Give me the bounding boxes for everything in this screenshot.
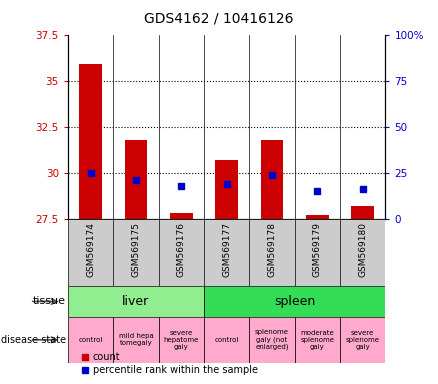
Text: GDS4162 / 10416126: GDS4162 / 10416126 — [144, 12, 294, 25]
Text: GSM569175: GSM569175 — [131, 222, 141, 277]
Text: severe
splenome
galy: severe splenome galy — [346, 330, 380, 350]
Text: severe
hepatome
galy: severe hepatome galy — [164, 330, 199, 350]
Text: moderate
splenome
galy: moderate splenome galy — [300, 330, 334, 350]
Bar — [204, 317, 249, 363]
Text: mild hepa
tomegaly: mild hepa tomegaly — [119, 333, 153, 346]
Bar — [68, 219, 385, 286]
Bar — [170, 214, 193, 219]
Bar — [340, 317, 385, 363]
Bar — [113, 317, 159, 363]
Bar — [215, 160, 238, 219]
Bar — [351, 206, 374, 219]
Bar — [124, 140, 147, 219]
Text: control: control — [215, 337, 239, 343]
Text: tissue: tissue — [33, 296, 66, 306]
Text: disease state: disease state — [0, 335, 66, 345]
Bar — [79, 64, 102, 219]
Text: GSM569178: GSM569178 — [268, 222, 276, 277]
Bar — [295, 317, 340, 363]
Text: GSM569176: GSM569176 — [177, 222, 186, 277]
Text: GSM569180: GSM569180 — [358, 222, 367, 277]
Text: control: control — [78, 337, 103, 343]
Bar — [261, 140, 283, 219]
Bar — [306, 215, 329, 219]
Text: spleen: spleen — [274, 295, 315, 308]
Bar — [68, 286, 204, 317]
Legend: count, percentile rank within the sample: count, percentile rank within the sample — [77, 348, 261, 379]
Bar — [68, 317, 113, 363]
Text: GSM569179: GSM569179 — [313, 222, 322, 277]
Bar — [159, 317, 204, 363]
Text: splenome
galy (not
enlarged): splenome galy (not enlarged) — [255, 329, 289, 350]
Bar — [249, 317, 295, 363]
Text: GSM569174: GSM569174 — [86, 222, 95, 277]
Text: GSM569177: GSM569177 — [222, 222, 231, 277]
Bar — [204, 286, 385, 317]
Text: liver: liver — [122, 295, 149, 308]
